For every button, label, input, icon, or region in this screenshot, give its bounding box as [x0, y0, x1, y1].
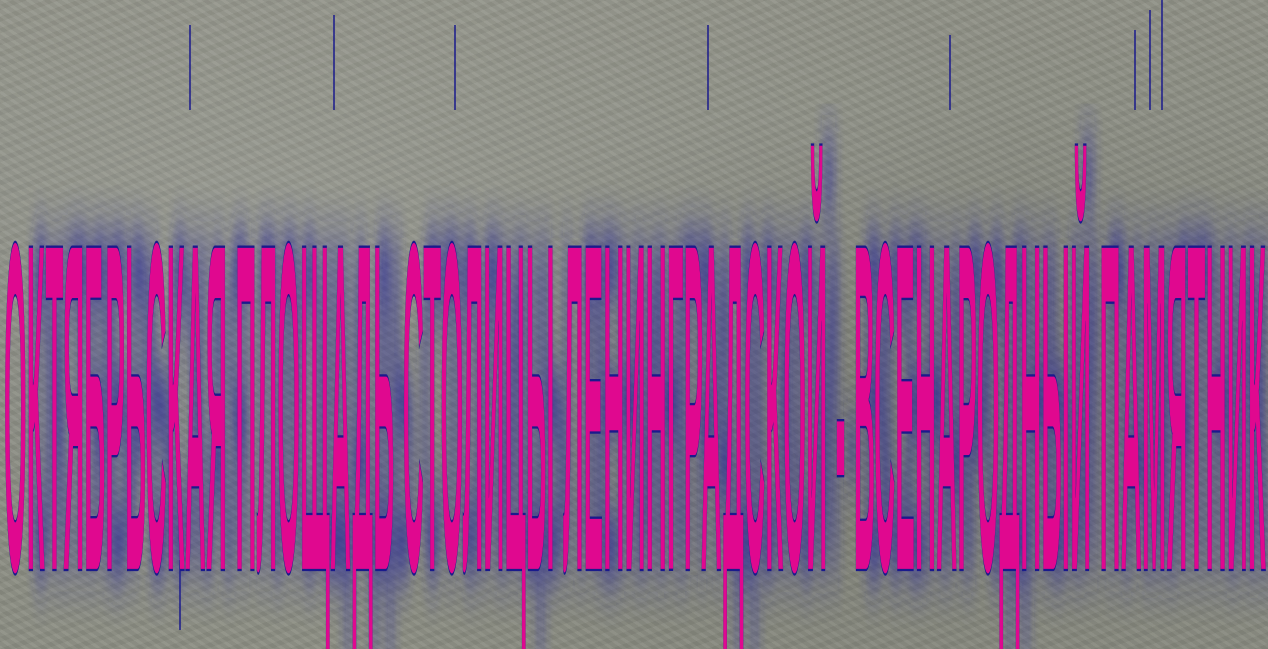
wordart-title-shadow: ОКТЯБРЬСКАЯ ПЛОЩАДЬ СТОЛИЦЫ ЛЕНИНГРАДСКО… — [30, 131, 1268, 649]
decorative-strokes — [179, 0, 1163, 630]
wordart-title: ОКТЯБРЬСКАЯ ПЛОЩАДЬ СТОЛИЦЫ ЛЕНИНГРАДСКО… — [4, 144, 1266, 649]
